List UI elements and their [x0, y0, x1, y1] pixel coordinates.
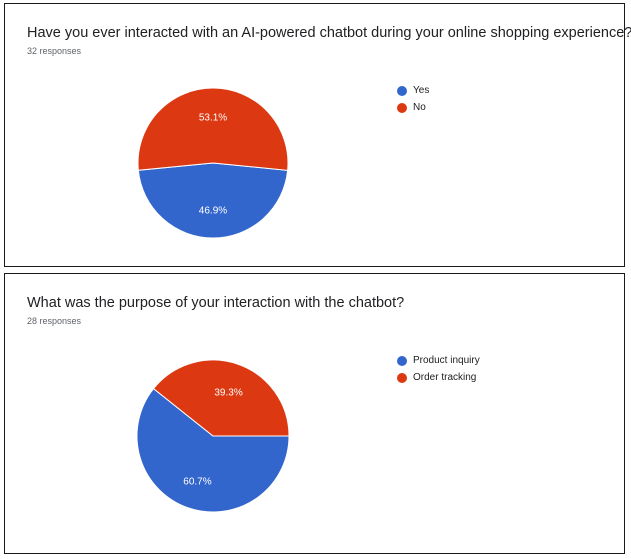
- legend-item[interactable]: Order tracking: [397, 369, 480, 386]
- question-title: Have you ever interacted with an AI-powe…: [27, 25, 631, 41]
- pie-slice-yes[interactable]: [137, 162, 289, 239]
- chart-legend: Yes No: [397, 82, 429, 116]
- slice-label: 39.3%: [214, 388, 242, 399]
- legend-label: Order tracking: [413, 372, 477, 383]
- response-count: 32 responses: [27, 46, 82, 56]
- legend-dot-icon: [397, 372, 407, 383]
- pie-slice-product-inquiry[interactable]: [136, 387, 290, 513]
- pie-chart: 46.9% 53.1%: [137, 87, 289, 239]
- legend-dot-icon: [397, 102, 407, 113]
- response-count: 28 responses: [27, 316, 82, 326]
- legend-label: No: [413, 102, 426, 113]
- legend-item[interactable]: Yes: [397, 82, 429, 99]
- legend-item[interactable]: No: [397, 99, 429, 116]
- slice-label: 60.7%: [183, 476, 211, 487]
- slice-label: 53.1%: [199, 113, 227, 124]
- chart-panel-1: Have you ever interacted with an AI-powe…: [4, 3, 631, 267]
- legend-dot-icon: [397, 85, 407, 96]
- legend-label: Product inquiry: [413, 355, 480, 366]
- legend-dot-icon: [397, 355, 407, 366]
- chart-panel-2: What was the purpose of your interaction…: [4, 273, 625, 554]
- legend-label: Yes: [413, 85, 430, 96]
- legend-item[interactable]: Product inquiry: [397, 352, 480, 369]
- question-title: What was the purpose of your interaction…: [27, 295, 405, 311]
- pie-slice-no[interactable]: [137, 87, 289, 171]
- pie-slice-order-tracking[interactable]: [152, 359, 290, 437]
- chart-legend: Product inquiry Order tracking: [397, 352, 480, 386]
- slice-label: 46.9%: [199, 206, 227, 217]
- pie-chart: 60.7% 39.3%: [136, 359, 290, 513]
